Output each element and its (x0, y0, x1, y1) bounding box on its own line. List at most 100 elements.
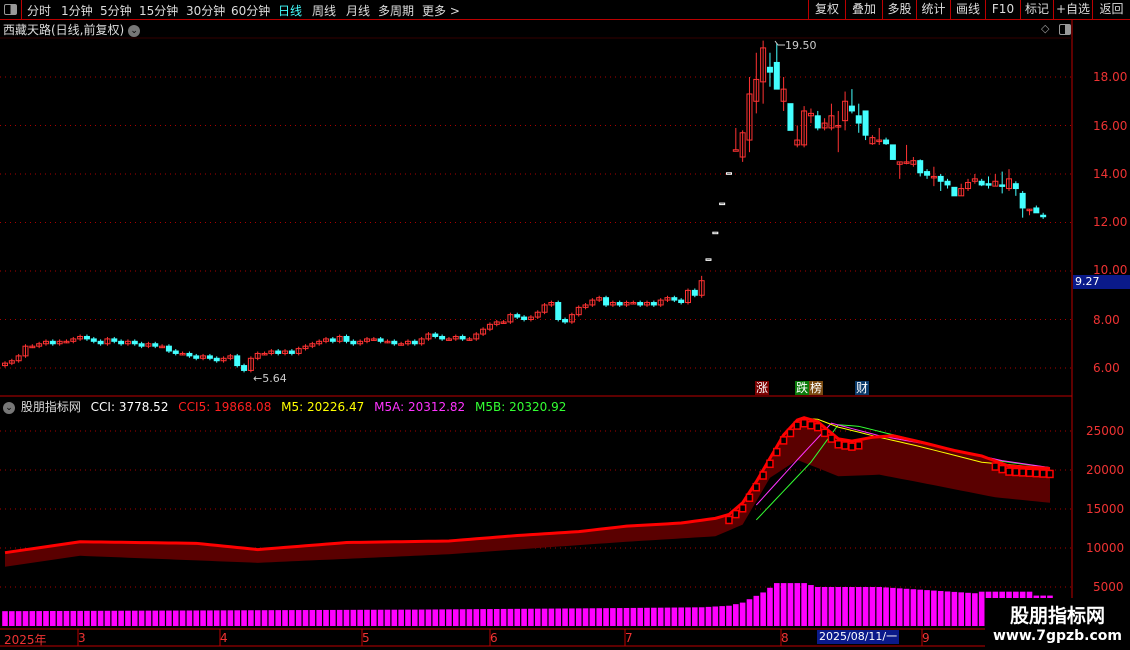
histogram-bar (555, 608, 562, 626)
date-axis-label: 6 (490, 631, 498, 645)
diamond-icon[interactable]: ◇ (1041, 22, 1050, 35)
candle-body (152, 343, 159, 347)
candle-body (124, 340, 131, 345)
candle-body (883, 139, 890, 145)
cci-marker-box (773, 447, 781, 457)
histogram-bar (685, 607, 691, 626)
period-tab-2[interactable]: 5分钟 (100, 4, 132, 18)
histogram-bar (814, 587, 821, 626)
cci-marker-box (752, 482, 761, 492)
histogram-bar (104, 610, 111, 626)
candle-body (705, 258, 712, 261)
chevron-down-icon[interactable]: ⌄ (128, 24, 141, 37)
histogram-bar (350, 609, 357, 626)
event-marker-fall[interactable]: 跌 (795, 381, 810, 395)
histogram-bar (773, 583, 780, 626)
candle-body (589, 299, 596, 306)
candle-body (903, 161, 910, 164)
candle-body (90, 338, 97, 342)
candle-body (288, 350, 295, 354)
period-tab-3[interactable]: 15分钟 (139, 4, 179, 18)
candle-body (329, 338, 336, 342)
panel-toggle-icon[interactable] (0, 0, 22, 19)
histogram-bar (275, 610, 281, 626)
price-axis-label: 16.00 (1093, 119, 1128, 133)
histogram-bar (978, 591, 985, 626)
candle-body (418, 338, 425, 345)
histogram-bar (514, 608, 521, 626)
candle-body (787, 103, 794, 131)
candle-body (562, 319, 569, 323)
watermark-url: www.7gpzb.com (992, 628, 1122, 644)
event-marker-rise[interactable]: 涨 (755, 381, 770, 395)
histogram-bar (145, 610, 152, 626)
candle-body (650, 302, 657, 306)
histogram-bar (528, 608, 534, 626)
candle-body (924, 171, 931, 176)
toolbar-button-4[interactable]: 画线 (950, 0, 985, 19)
period-tab-9[interactable]: 多周期 (378, 4, 415, 18)
chevron-down-icon[interactable]: ⌄ (3, 401, 15, 414)
histogram-bar (849, 587, 855, 626)
panel-toggle-icon[interactable] (1059, 24, 1071, 35)
candle-body (336, 335, 343, 342)
candle-body (992, 180, 999, 187)
candle-body (323, 338, 330, 342)
toolbar-button-8[interactable]: 返回 (1092, 0, 1130, 19)
period-tab-4[interactable]: 30分钟 (186, 4, 226, 18)
period-tab-6[interactable]: 日线 (278, 4, 303, 18)
candle-body (637, 302, 644, 306)
histogram-bar (972, 593, 978, 626)
period-tab-0[interactable]: 分时 (27, 4, 52, 18)
cci-marker-box (841, 441, 849, 450)
cci-marker-box (1012, 467, 1020, 477)
indicator-axis-label: 15000 (1086, 502, 1125, 516)
toolbar-button-6[interactable]: 标记 (1020, 0, 1053, 19)
current-price-tag: 9.27 (1073, 275, 1130, 289)
toolbar-button-5[interactable]: F10 (985, 0, 1020, 19)
period-tab-1[interactable]: 1分钟 (61, 4, 93, 18)
histogram-bar (439, 609, 445, 626)
candle-body (206, 355, 213, 359)
period-tab-7[interactable]: 周线 (312, 4, 337, 18)
candle-body (951, 186, 958, 197)
histogram-bar (623, 607, 630, 626)
candle-body (165, 345, 172, 352)
cci-marker-box (848, 442, 856, 451)
candle-body (159, 345, 166, 349)
histogram-bar (172, 610, 179, 626)
cci-marker-box (991, 462, 1000, 471)
cci-marker-box (1025, 468, 1034, 478)
toolbar-button-3[interactable]: 统计 (916, 0, 950, 19)
toolbar-button-2[interactable]: 多股 (882, 0, 916, 19)
period-tab-8[interactable]: 月线 (346, 4, 371, 18)
period-tab-5[interactable]: 60分钟 (231, 4, 271, 18)
histogram-bar (965, 592, 971, 626)
candle-body (507, 314, 514, 323)
candle-body (200, 355, 207, 359)
toolbar-button-7[interactable]: +自选 (1053, 0, 1092, 19)
event-marker-finance[interactable]: 财 (855, 381, 870, 395)
candle-body (261, 352, 268, 356)
m5a-line (755, 422, 1051, 506)
candle-body (309, 343, 316, 347)
histogram-bar (207, 610, 213, 626)
candle-body (22, 345, 29, 357)
candle-body (357, 340, 364, 345)
toolbar-button-1[interactable]: 叠加 (845, 0, 882, 19)
histogram-bar (268, 610, 275, 626)
histogram-bar (282, 610, 288, 626)
histogram-bar (330, 609, 336, 626)
toolbar-button-0[interactable]: 复权 (808, 0, 845, 19)
candle-body (411, 340, 418, 345)
candle-body (739, 132, 746, 158)
period-tab-10[interactable]: 更多 > (422, 4, 460, 18)
histogram-bar (890, 587, 896, 626)
m5b-value: M5B: 20320.92 (475, 400, 567, 414)
event-marker-rank[interactable]: 榜 (809, 381, 824, 395)
histogram-bar (111, 610, 118, 626)
histogram-bar (323, 609, 329, 626)
candle-body (49, 340, 56, 345)
histogram-bar (644, 607, 650, 626)
